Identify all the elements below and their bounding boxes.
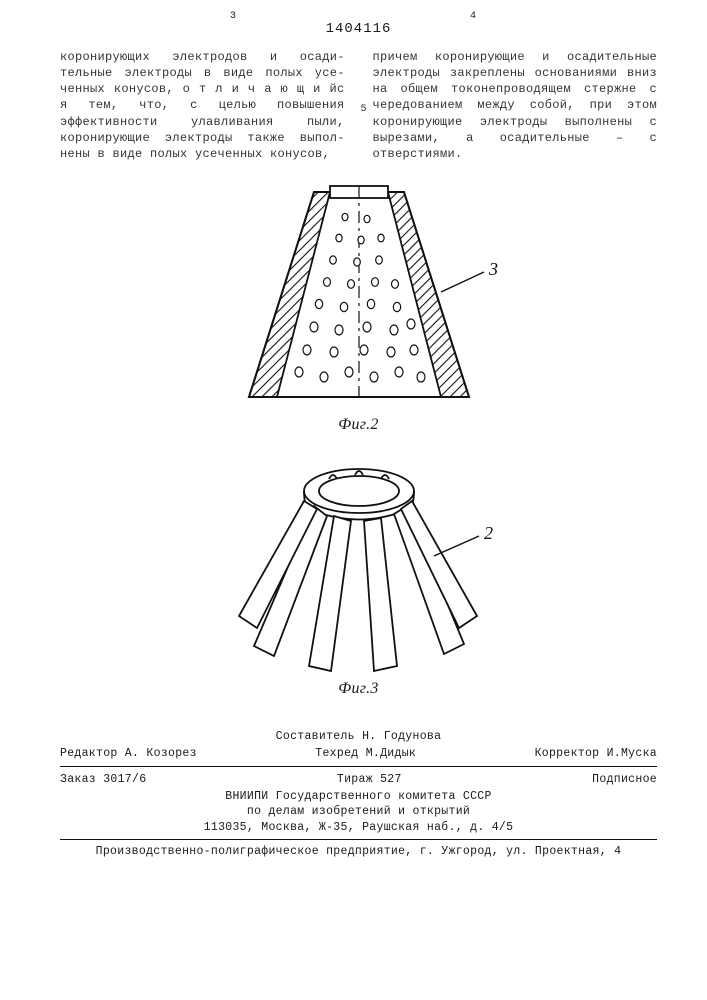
text-columns: коронирующих электродов и осади­тельные …: [60, 49, 657, 162]
print-run: Тираж 527: [337, 772, 402, 788]
order-number: Заказ 3017/6: [60, 772, 146, 788]
page: 3 4 1404116 коронирующих электродов и ос…: [0, 0, 707, 880]
figure-2-svg: 3: [199, 172, 519, 412]
divider: [60, 839, 657, 840]
credits-block: Составитель Н. Годунова Редактор А. Козо…: [60, 729, 657, 860]
right-column: 5 причем коронирующие и осадительные эле…: [373, 49, 658, 162]
body-text-left: коронирующих электродов и осади­тельные …: [60, 50, 345, 161]
figure-2-ref-label: 3: [488, 259, 498, 279]
organization-1: ВНИИПИ Государственного комитета СССР: [60, 789, 657, 805]
line-number-5: 5: [361, 103, 367, 117]
corrector: Корректор И.Муска: [535, 746, 657, 762]
divider: [60, 766, 657, 767]
figure-3: 2 Фиг.3: [60, 446, 657, 700]
editor: Редактор А. Козорез: [60, 746, 197, 762]
figure-3-caption: Фиг.3: [60, 678, 657, 700]
left-column: коронирующих электродов и осади­тельные …: [60, 49, 345, 162]
patent-number: 1404116: [60, 20, 657, 39]
figure-3-ref-label: 2: [484, 523, 493, 543]
organization-2: по делам изобретений и открытий: [60, 804, 657, 820]
figure-3-svg: 2: [209, 446, 509, 676]
figure-2-caption: Фиг.2: [60, 414, 657, 436]
figure-2: 3 Фиг.2: [60, 172, 657, 436]
page-number-left: 3: [230, 10, 236, 24]
subscription: Подписное: [592, 772, 657, 788]
body-text-right: причем коронирующие и осадительные элект…: [373, 50, 658, 161]
printer: Производственно-полиграфическое предприя…: [60, 844, 657, 860]
tech-editor: Техред М.Дидык: [315, 746, 416, 762]
address: 113035, Москва, Ж-35, Раушская наб., д. …: [60, 820, 657, 836]
compiler: Составитель Н. Годунова: [60, 729, 657, 745]
page-number-right: 4: [470, 10, 476, 24]
